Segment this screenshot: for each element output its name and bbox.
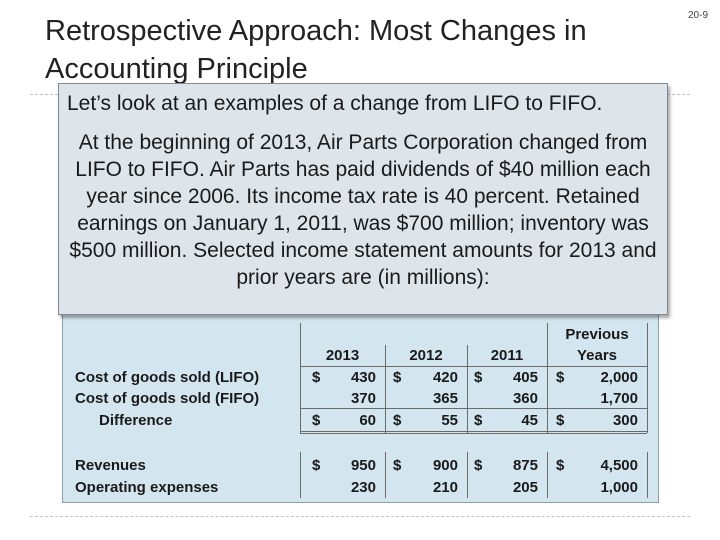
- column-divider: [647, 323, 648, 433]
- dollar-sign: $: [556, 457, 565, 474]
- dollar-sign: $: [474, 457, 483, 474]
- subtotal-rule: [300, 408, 647, 409]
- dollar-sign: $: [312, 369, 321, 386]
- page-number: 20-9: [688, 10, 709, 21]
- cell-value: 210: [432, 479, 458, 496]
- cell-value: 875: [512, 457, 538, 474]
- example-callout: Let’s look at an examples of a change fr…: [58, 83, 668, 315]
- column-divider: [547, 452, 548, 498]
- cell-value: 430: [350, 369, 376, 386]
- slide-title: Retrospective Approach: Most Changes in …: [45, 12, 685, 88]
- header-previous: Previous: [565, 326, 629, 343]
- cell-value: 60: [359, 412, 376, 429]
- cell-value: 360: [512, 390, 538, 407]
- header-years: Years: [576, 347, 618, 364]
- row-label: Difference: [99, 412, 173, 429]
- cell-value: 2,000: [600, 369, 638, 386]
- callout-paragraph: At the beginning of 2013, Air Parts Corp…: [69, 131, 657, 289]
- total-rule: [300, 433, 647, 434]
- bottom-divider: [30, 516, 690, 517]
- row-label: Cost of goods sold (FIFO): [75, 390, 260, 407]
- cell-value: 950: [350, 457, 376, 474]
- cell-value: 365: [432, 390, 458, 407]
- dollar-sign: $: [312, 457, 321, 474]
- title-line-2: Accounting Principle: [45, 53, 308, 85]
- column-divider: [547, 323, 548, 433]
- cell-value: 45: [521, 412, 538, 429]
- cell-value: 370: [350, 390, 376, 407]
- column-divider: [300, 452, 301, 498]
- column-divider: [467, 452, 468, 498]
- dollar-sign: $: [556, 412, 565, 429]
- cell-value: 55: [441, 412, 458, 429]
- column-divider: [385, 345, 386, 433]
- cell-value: 1,000: [600, 479, 638, 496]
- cell-value: 4,500: [600, 457, 638, 474]
- column-divider: [467, 345, 468, 433]
- dollar-sign: $: [312, 412, 321, 429]
- cell-value: 900: [432, 457, 458, 474]
- total-rule: [300, 431, 647, 432]
- row-label: Operating expenses: [75, 479, 219, 496]
- cell-value: 420: [432, 369, 458, 386]
- column-divider: [647, 452, 648, 498]
- callout-intro: Let’s look at an examples of a change fr…: [67, 92, 603, 115]
- cell-value: 1,700: [600, 390, 638, 407]
- header-2012: 2012: [409, 347, 443, 364]
- row-label: Revenues: [75, 457, 146, 474]
- column-divider: [385, 452, 386, 498]
- dollar-sign: $: [556, 369, 565, 386]
- title-line-1: Retrospective Approach: Most Changes in: [45, 15, 587, 47]
- column-divider: [300, 323, 301, 433]
- header-rule: [300, 366, 647, 367]
- cell-value: 300: [612, 412, 638, 429]
- header-2011: 2011: [490, 347, 524, 364]
- dollar-sign: $: [393, 457, 402, 474]
- cell-value: 230: [350, 479, 376, 496]
- cell-value: 205: [512, 479, 538, 496]
- dollar-sign: $: [393, 369, 402, 386]
- row-label: Cost of goods sold (LIFO): [75, 369, 260, 386]
- cell-value: 405: [512, 369, 538, 386]
- dollar-sign: $: [393, 412, 402, 429]
- dollar-sign: $: [474, 369, 483, 386]
- table-panel: [62, 310, 659, 503]
- dollar-sign: $: [474, 412, 483, 429]
- header-2013: 2013: [325, 347, 360, 364]
